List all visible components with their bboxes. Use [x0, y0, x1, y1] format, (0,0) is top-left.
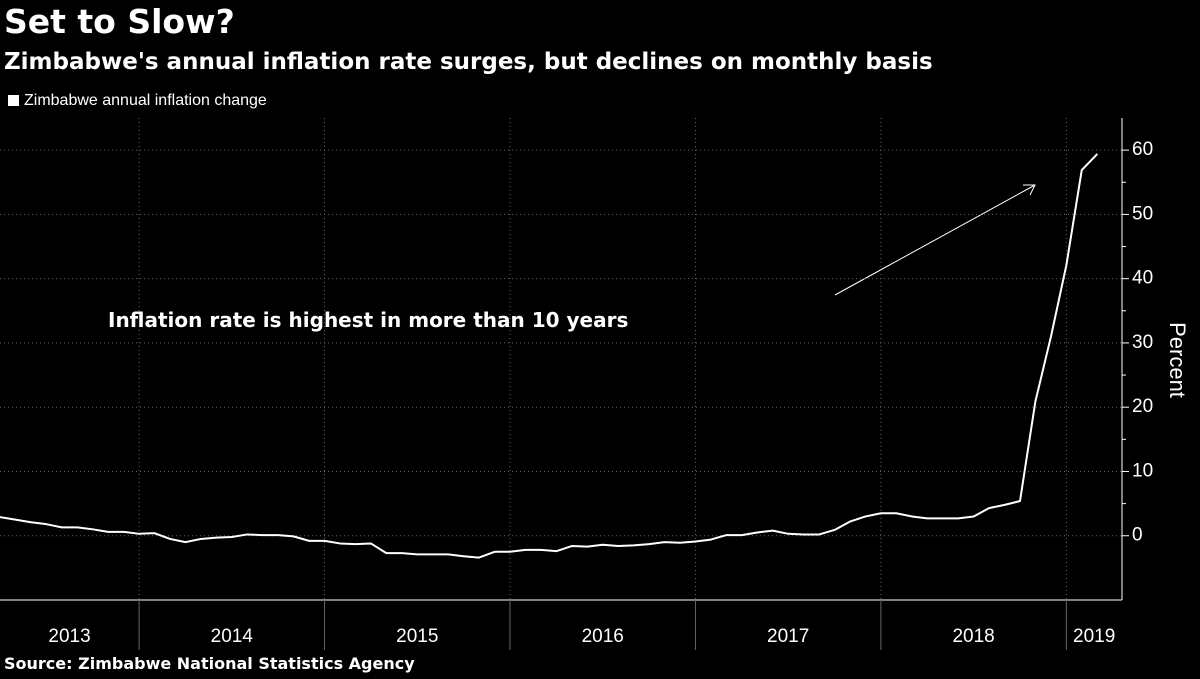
- x-tick-label: 2016: [582, 626, 624, 647]
- y-tick-label: 50: [1132, 203, 1153, 224]
- source: Source: Zimbabwe National Statistics Age…: [4, 654, 415, 673]
- annotation-arrow: [834, 184, 1036, 296]
- data-line: [0, 153, 1099, 559]
- y-axis-label: Percent: [1165, 322, 1190, 398]
- x-tick-label: 2013: [48, 626, 90, 647]
- y-tick-label: 30: [1132, 332, 1153, 353]
- chart-title: Set to Slow?: [4, 2, 235, 41]
- annotation: Inflation rate is highest in more than 1…: [108, 308, 628, 332]
- legend-label: Zimbabwe annual inflation change: [24, 92, 267, 109]
- y-tick-label: 20: [1132, 396, 1153, 417]
- y-tick-label: 10: [1132, 460, 1153, 481]
- y-tick-label: 40: [1132, 268, 1153, 289]
- x-tick-label: 2014: [211, 626, 254, 647]
- y-tick-label: 0: [1132, 525, 1143, 546]
- legend-swatch: [8, 95, 19, 106]
- y-tick-label: 60: [1132, 139, 1153, 160]
- x-tick-label: 2015: [396, 626, 438, 647]
- x-tick-label: 2019: [1073, 626, 1115, 647]
- x-tick-label: 2017: [767, 626, 809, 647]
- x-tick-label: 2018: [952, 626, 994, 647]
- chart-subtitle: Zimbabwe's annual inflation rate surges,…: [4, 49, 933, 75]
